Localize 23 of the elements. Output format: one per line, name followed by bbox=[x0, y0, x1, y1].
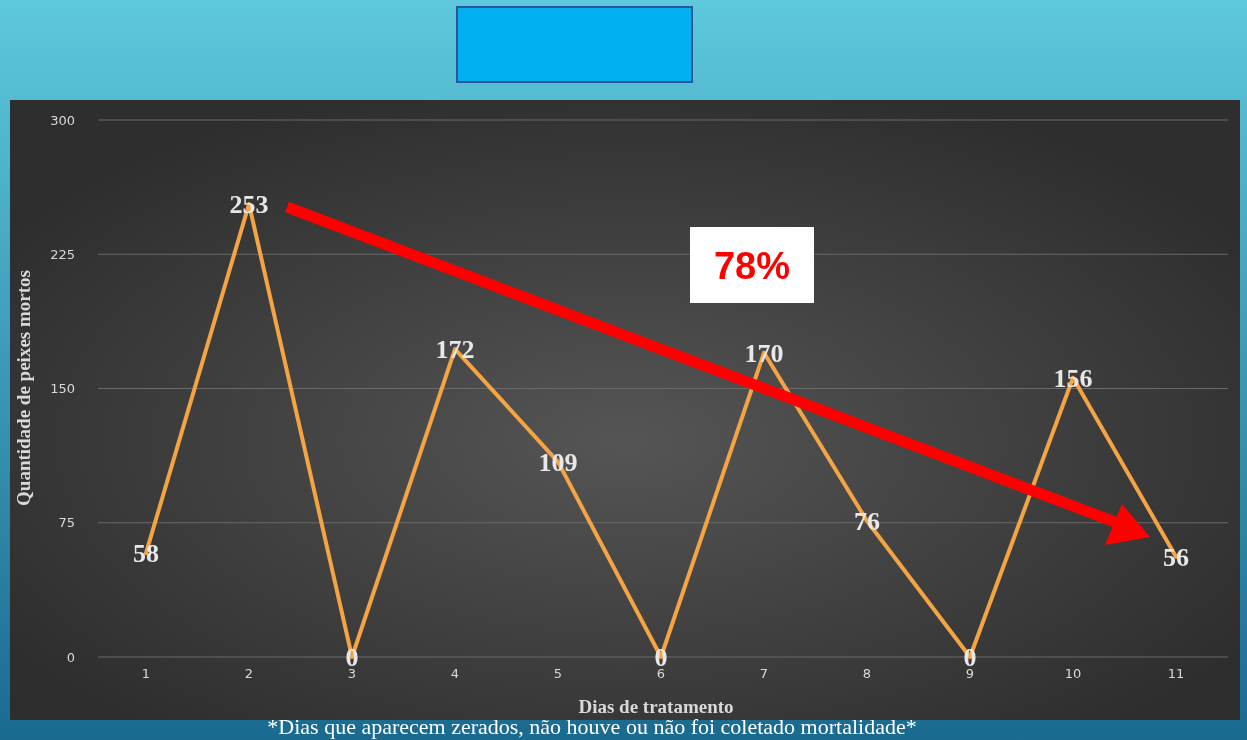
data-label: 156 bbox=[1053, 363, 1093, 393]
data-label: 253 bbox=[229, 190, 269, 220]
annotation: 78% bbox=[713, 245, 791, 288]
x-tick-label: 2 bbox=[244, 666, 254, 681]
data-label: 58 bbox=[133, 539, 159, 569]
y-axis-title: Quantidade de peixes mortos bbox=[13, 270, 34, 506]
x-axis-title: Dias de tratamento bbox=[578, 696, 734, 717]
x-tick-label: 11 bbox=[1167, 666, 1185, 681]
x-tick-label: 10 bbox=[1064, 666, 1082, 681]
data-label: 56 bbox=[1163, 542, 1189, 572]
y-tick-label: 75 bbox=[58, 515, 75, 531]
text: *Dias que aparecem zerados, não houve ou não foi coletado mortalidade* bbox=[267, 714, 917, 739]
y-tick-label: 0 bbox=[66, 649, 75, 665]
y-tick-label: 300 bbox=[50, 112, 75, 128]
x-tick-label: 5 bbox=[553, 666, 563, 681]
y-tick-label: 225 bbox=[50, 246, 75, 262]
x-tick-label: 1 bbox=[141, 666, 151, 681]
x-tick-label: 7 bbox=[759, 666, 769, 681]
x-tick-label: 4 bbox=[450, 666, 460, 681]
x-tick-label: 8 bbox=[862, 666, 872, 681]
y-tick-label: 150 bbox=[50, 381, 75, 397]
data-label: 172 bbox=[435, 335, 475, 365]
data-label: 170 bbox=[744, 338, 784, 368]
